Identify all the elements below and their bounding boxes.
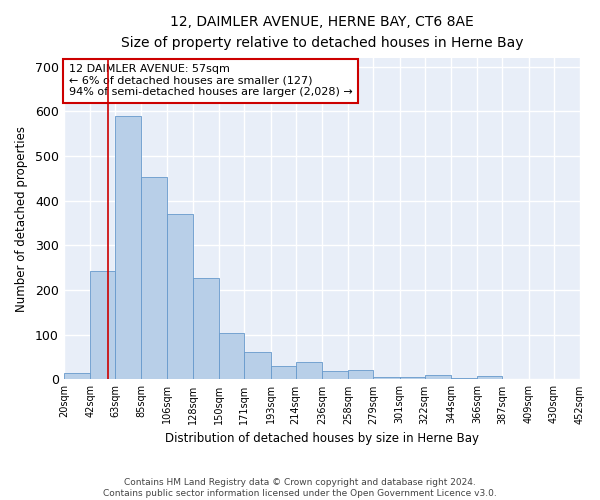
Bar [244,352,271,380]
Bar [271,366,296,380]
Bar [167,214,193,380]
Text: Contains HM Land Registry data © Crown copyright and database right 2024.
Contai: Contains HM Land Registry data © Crown c… [103,478,497,498]
Bar [373,377,400,380]
Bar [90,271,115,380]
Bar [142,178,167,380]
Bar [296,362,322,380]
Bar [425,375,451,380]
Bar [64,372,90,380]
Bar [322,372,348,380]
Bar [451,378,477,380]
Y-axis label: Number of detached properties: Number of detached properties [15,126,28,312]
Bar [115,116,142,380]
Bar [400,377,425,380]
Bar [193,278,219,380]
Bar [477,376,502,380]
Bar [529,378,554,380]
Text: 12 DAIMLER AVENUE: 57sqm
← 6% of detached houses are smaller (127)
94% of semi-d: 12 DAIMLER AVENUE: 57sqm ← 6% of detache… [69,64,353,98]
Title: 12, DAIMLER AVENUE, HERNE BAY, CT6 8AE
Size of property relative to detached hou: 12, DAIMLER AVENUE, HERNE BAY, CT6 8AE S… [121,15,523,50]
Bar [219,332,244,380]
Bar [502,378,529,380]
X-axis label: Distribution of detached houses by size in Herne Bay: Distribution of detached houses by size … [165,432,479,445]
Bar [554,378,580,380]
Bar [348,370,373,380]
